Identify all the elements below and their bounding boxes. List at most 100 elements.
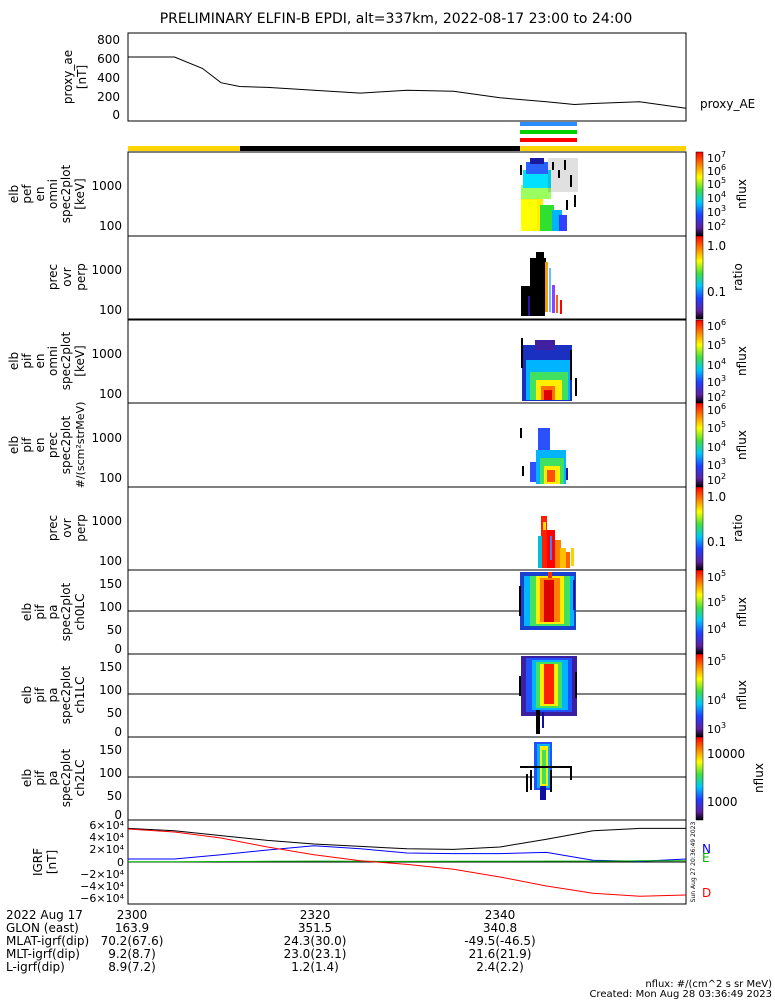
panel-pif-en-prec: elb pif en prec spec2plot #/(scm²strMeV)… bbox=[7, 402, 687, 489]
colorbar-p2-bar bbox=[695, 235, 704, 320]
panel-prec-ovr-perp-1: prec ovr perp 1000 100 bbox=[46, 235, 687, 320]
sci-bar-green bbox=[520, 130, 577, 134]
colorbar-tick: 104 bbox=[707, 190, 726, 205]
p7-ytick: 100 bbox=[99, 683, 122, 697]
colorbar-tick: 102 bbox=[707, 218, 726, 233]
p4-ylabel: en bbox=[33, 438, 47, 453]
panel-pa-ch0lc: elb pif pa spec2plot ch0LC 150 100 50 0 bbox=[20, 569, 687, 656]
igrf-total-line bbox=[127, 827, 686, 850]
p3-ytick: 100 bbox=[99, 387, 122, 401]
colorbar-tick: 102 bbox=[707, 472, 726, 487]
igrf-legend-n: N bbox=[702, 842, 711, 856]
p1-ylabel: omni bbox=[46, 179, 60, 209]
science-zone-bars bbox=[128, 122, 686, 151]
p5-spectrogram bbox=[538, 516, 574, 568]
shadow-bar-black bbox=[240, 146, 520, 151]
colorbar-p3: 106 105 104 103 102 nflux bbox=[695, 318, 749, 404]
p6-ytick: 100 bbox=[99, 600, 122, 614]
colorbar-p5-bar bbox=[695, 486, 704, 571]
p7-ylabel: elb bbox=[20, 686, 34, 704]
p7-frame bbox=[127, 653, 687, 738]
p7-ytick: 150 bbox=[99, 660, 122, 674]
p3-ylabel: pif bbox=[20, 353, 34, 369]
ephem-value: 2320 bbox=[300, 908, 331, 922]
ae-ytick: 0 bbox=[112, 108, 120, 122]
colorbar-label: ratio bbox=[731, 514, 745, 542]
ae-panel: proxy_ae [nT] 800 600 400 200 0 proxy_AE bbox=[61, 32, 755, 122]
p2-ytick: 1000 bbox=[91, 263, 122, 277]
colorbar-tick: 106 bbox=[707, 402, 726, 417]
colorbar-label: nflux bbox=[735, 346, 749, 376]
p2-frame bbox=[127, 235, 687, 320]
p1-ylabel: en bbox=[33, 187, 47, 202]
colorbar-p3-bar bbox=[695, 319, 704, 404]
p4-ylabel: #/(scm²strMeV) bbox=[74, 402, 87, 489]
p8-ylabel: spec2plot bbox=[59, 748, 73, 807]
p3-frame bbox=[127, 319, 687, 404]
p2-spectrogram bbox=[521, 252, 562, 316]
colorbar-tick: 10000 bbox=[707, 747, 745, 761]
colorbar-tick: 107 bbox=[707, 150, 726, 165]
colorbar-label: nflux bbox=[735, 179, 749, 209]
p3-ytick: 1000 bbox=[91, 347, 122, 361]
ephem-value: 2340 bbox=[485, 908, 516, 922]
p4-ylabel: pif bbox=[20, 437, 34, 453]
p4-ylabel: elb bbox=[7, 436, 21, 454]
p4-frame bbox=[127, 402, 687, 488]
p4-ylabel: spec2plot bbox=[59, 415, 73, 474]
panel-pa-ch1lc: elb pif pa spec2plot ch1LC 150 100 50 0 bbox=[20, 653, 687, 739]
igrf-ytick: −2×10⁴ bbox=[80, 868, 124, 881]
p4-ytick: 1000 bbox=[91, 431, 122, 445]
ephem-value: 163.9 bbox=[115, 921, 149, 935]
colorbar-tick: 105 bbox=[707, 594, 726, 609]
ae-ytick: 400 bbox=[97, 71, 120, 85]
colorbar-tick: 1.0 bbox=[707, 239, 726, 253]
colorbar-p6-bar bbox=[695, 569, 704, 655]
ae-frame bbox=[127, 32, 687, 122]
colorbar-tick: 103 bbox=[707, 374, 726, 389]
p8-ylabel: elb bbox=[20, 769, 34, 787]
p7-spectrogram bbox=[519, 656, 577, 734]
created-note: Created: Mon Aug 28 03:36:49 2023 bbox=[589, 989, 772, 1000]
colorbar-label: nflux bbox=[735, 597, 749, 627]
p7-ytick: 0 bbox=[114, 725, 122, 739]
p7-ylabel: pif bbox=[33, 687, 47, 703]
igrf-panel: IGRF [nT] 6×10⁴ 4×10⁴ 2×10⁴ 0 −2×10⁴ −4×… bbox=[31, 819, 711, 905]
p3-ylabel: omni bbox=[46, 346, 60, 376]
p7-ylabel: ch1LC bbox=[73, 677, 87, 714]
ephem-value: 8.9(7.2) bbox=[108, 960, 156, 974]
p6-ylabel: pa bbox=[46, 605, 60, 620]
p5-ylabel: ovr bbox=[60, 518, 74, 537]
colorbar-label: nflux bbox=[752, 763, 766, 793]
colorbar-tick: 104 bbox=[707, 439, 726, 454]
p1-ytick: 1000 bbox=[91, 179, 122, 193]
ephem-value: 24.3(30.0) bbox=[284, 934, 347, 948]
p5-frame bbox=[127, 486, 687, 571]
p1-ylabel: pef bbox=[20, 184, 34, 204]
p5-ylabel: prec bbox=[46, 515, 60, 541]
p3-ylabel: [keV] bbox=[73, 345, 87, 376]
p6-ytick: 150 bbox=[99, 577, 122, 591]
p7-ylabel: pa bbox=[46, 688, 60, 703]
p1-ylabel: elb bbox=[7, 185, 21, 203]
colorbar-label: nflux bbox=[735, 430, 749, 460]
p6-ylabel: ch0LC bbox=[73, 594, 87, 631]
colorbar-p4: 106 105 104 103 102 nflux bbox=[695, 402, 749, 488]
colorbar-tick: 106 bbox=[707, 163, 726, 178]
p1-frame bbox=[127, 151, 687, 237]
colorbar-tick: 105 bbox=[707, 337, 726, 352]
panel-pa-ch2lc: elb pif pa spec2plot ch2LC 150 100 50 0 bbox=[20, 736, 687, 822]
colorbar-tick: 105 bbox=[707, 176, 726, 191]
p8-ylabel: ch2LC bbox=[73, 760, 87, 797]
p6-spectrogram bbox=[519, 572, 576, 630]
igrf-e-line bbox=[127, 860, 686, 863]
p8-spectrogram bbox=[520, 742, 572, 800]
colorbar-p1-bar bbox=[695, 151, 704, 237]
p6-ylabel: elb bbox=[20, 603, 34, 621]
p5-ytick: 1000 bbox=[91, 514, 122, 528]
p6-frame bbox=[127, 569, 687, 655]
p8-frame bbox=[127, 736, 687, 821]
colorbar-p7: 105 104 103 nflux bbox=[695, 653, 749, 738]
ephem-value: 23.0(23.1) bbox=[284, 947, 347, 961]
ephem-value: 351.5 bbox=[298, 921, 332, 935]
